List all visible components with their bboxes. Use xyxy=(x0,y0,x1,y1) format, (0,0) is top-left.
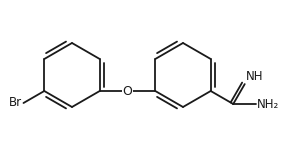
Text: O: O xyxy=(123,84,132,97)
Text: NH₂: NH₂ xyxy=(257,97,279,110)
Text: NH: NH xyxy=(246,70,263,83)
Text: Br: Br xyxy=(8,97,21,110)
